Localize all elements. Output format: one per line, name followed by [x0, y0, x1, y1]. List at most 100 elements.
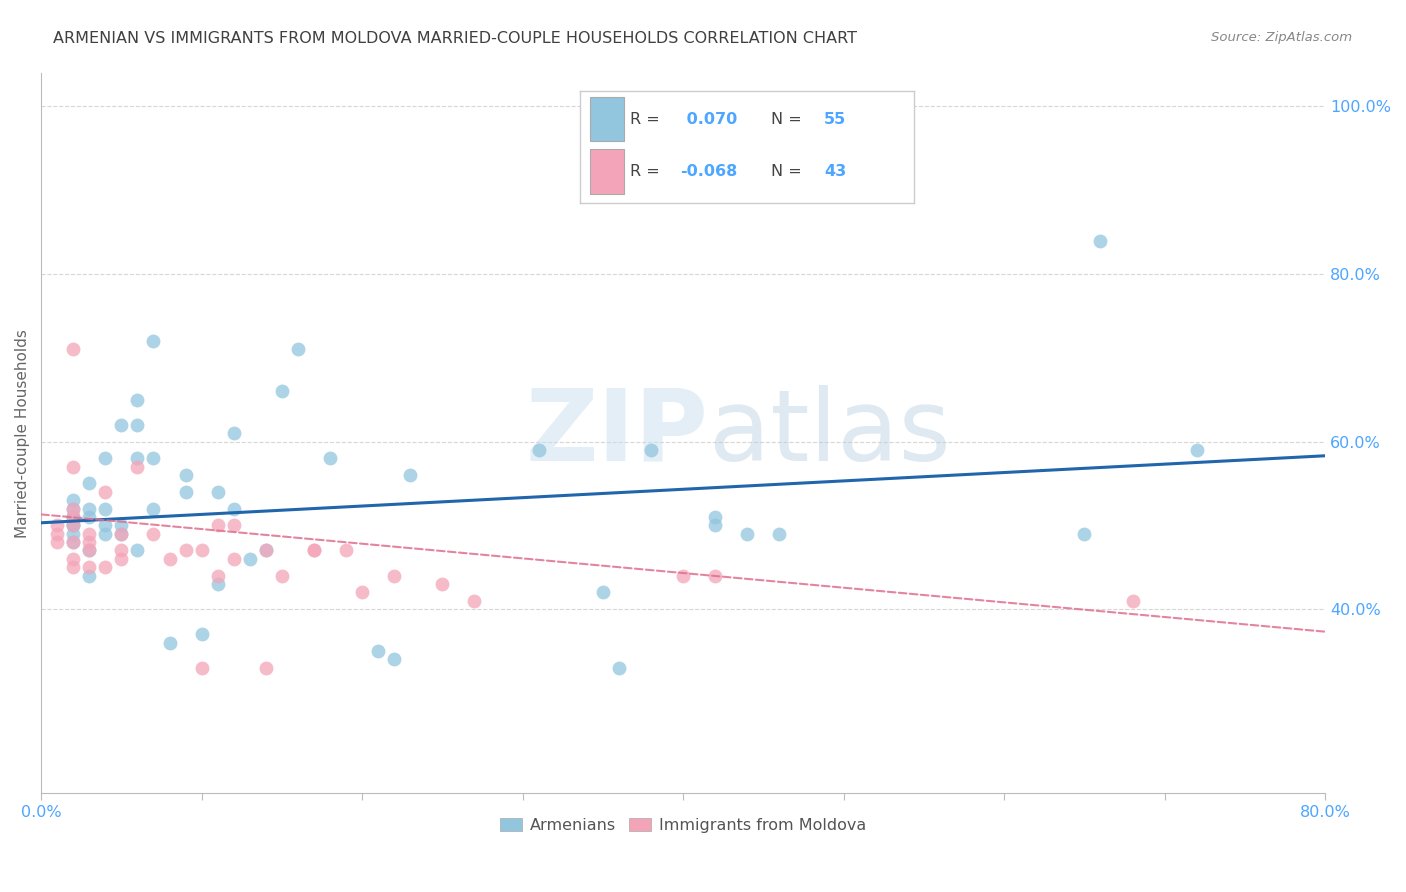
Point — [46, 535, 69, 549]
Point — [222, 551, 245, 566]
Point — [62, 501, 84, 516]
Text: Source: ZipAtlas.com: Source: ZipAtlas.com — [1212, 31, 1353, 45]
Point — [222, 518, 245, 533]
Point — [254, 661, 277, 675]
Point — [592, 585, 614, 599]
Point — [319, 451, 342, 466]
Point — [142, 334, 165, 348]
Point — [62, 526, 84, 541]
Point — [77, 535, 100, 549]
Point — [463, 593, 485, 607]
Text: atlas: atlas — [709, 384, 950, 482]
Text: ZIP: ZIP — [526, 384, 709, 482]
Point — [207, 484, 229, 499]
Point — [77, 568, 100, 582]
Point — [159, 635, 181, 649]
Point — [77, 510, 100, 524]
Point — [46, 518, 69, 533]
Point — [302, 543, 325, 558]
Point — [62, 510, 84, 524]
Point — [62, 535, 84, 549]
Point — [432, 577, 454, 591]
Point — [382, 652, 405, 666]
Point — [190, 543, 212, 558]
Point — [672, 568, 695, 582]
Point — [254, 543, 277, 558]
Point — [704, 518, 727, 533]
Point — [77, 543, 100, 558]
Point — [207, 568, 229, 582]
Point — [142, 526, 165, 541]
Point — [1090, 234, 1112, 248]
Y-axis label: Married-couple Households: Married-couple Households — [15, 329, 30, 538]
Point — [94, 518, 117, 533]
Point — [77, 526, 100, 541]
Point — [77, 476, 100, 491]
Point — [270, 568, 292, 582]
Point — [62, 518, 84, 533]
Point — [270, 384, 292, 399]
Point — [94, 484, 117, 499]
Point — [127, 392, 149, 407]
Point — [254, 543, 277, 558]
Point — [94, 501, 117, 516]
Point — [62, 343, 84, 357]
Point — [367, 644, 389, 658]
Point — [832, 141, 855, 155]
Point — [174, 543, 197, 558]
Point — [142, 501, 165, 516]
Point — [110, 551, 132, 566]
Point — [127, 417, 149, 432]
Point — [142, 451, 165, 466]
Point — [222, 426, 245, 441]
Point — [335, 543, 357, 558]
Point — [62, 551, 84, 566]
Point — [127, 451, 149, 466]
Point — [207, 577, 229, 591]
Point — [77, 543, 100, 558]
Point — [768, 526, 790, 541]
Point — [159, 551, 181, 566]
Point — [239, 551, 262, 566]
Point — [1073, 526, 1095, 541]
Point — [704, 568, 727, 582]
Text: ARMENIAN VS IMMIGRANTS FROM MOLDOVA MARRIED-COUPLE HOUSEHOLDS CORRELATION CHART: ARMENIAN VS IMMIGRANTS FROM MOLDOVA MARR… — [53, 31, 858, 46]
Point — [190, 661, 212, 675]
Point — [527, 442, 550, 457]
Point — [110, 526, 132, 541]
Point — [77, 501, 100, 516]
Point — [62, 510, 84, 524]
Point — [62, 501, 84, 516]
Point — [1122, 593, 1144, 607]
Point — [399, 468, 422, 483]
Point — [94, 560, 117, 574]
Point — [287, 343, 309, 357]
Point — [62, 459, 84, 474]
Point — [77, 560, 100, 574]
Point — [62, 518, 84, 533]
Point — [704, 510, 727, 524]
Legend: Armenians, Immigrants from Moldova: Armenians, Immigrants from Moldova — [494, 812, 873, 839]
Point — [190, 627, 212, 641]
Point — [62, 535, 84, 549]
Point — [62, 518, 84, 533]
Point — [737, 526, 759, 541]
Point — [94, 526, 117, 541]
Point — [62, 493, 84, 508]
Point — [174, 468, 197, 483]
Point — [94, 451, 117, 466]
Point — [207, 518, 229, 533]
Point — [110, 518, 132, 533]
Point — [222, 501, 245, 516]
Point — [174, 484, 197, 499]
Point — [127, 459, 149, 474]
Point — [640, 442, 662, 457]
Point — [62, 510, 84, 524]
Point — [302, 543, 325, 558]
Point — [110, 526, 132, 541]
Point — [352, 585, 374, 599]
Point — [110, 417, 132, 432]
Point — [382, 568, 405, 582]
Point — [1185, 442, 1208, 457]
Point — [607, 661, 630, 675]
